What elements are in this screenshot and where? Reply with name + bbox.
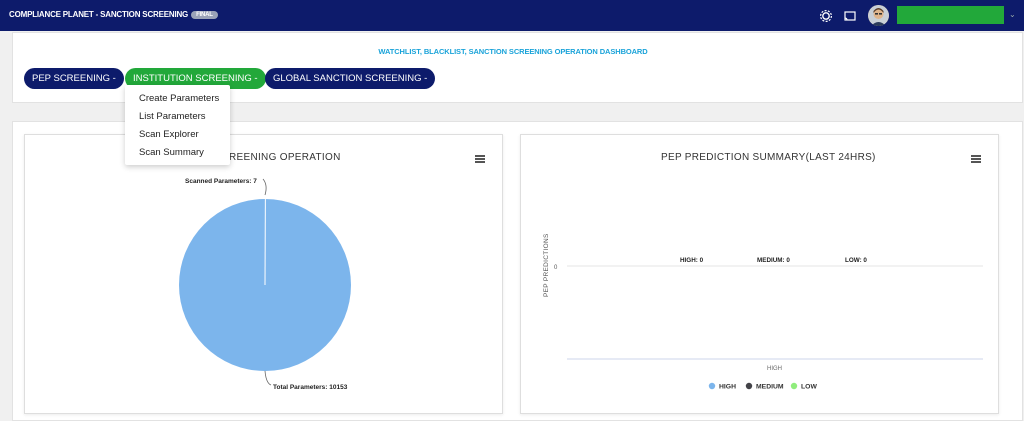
pep-prediction-card: PEP PREDICTION SUMMARY(LAST 24HRS) PEP P… [520,134,999,414]
chart-menu-icon[interactable] [475,155,485,163]
x-tick-label: HIGH [767,366,782,372]
legend-item-high[interactable]: HIGH [719,384,736,391]
data-label-scanned: Scanned Parameters: 7 [185,178,257,185]
data-label-medium: MEDIUM: 0 [757,257,790,264]
legend-marker-high [708,382,716,390]
top-navbar: COMPLIANCE PLANET - SANCTION SCREENING FI… [0,0,1024,31]
app-title-text: COMPLIANCE PLANET - SANCTION SCREENING [9,10,189,19]
cast-icon[interactable] [843,9,857,23]
bar-chart: PEP PREDICTIONS 0 HIGH: 0 MEDIUM: 0 LOW:… [543,233,983,391]
y-axis-label: PEP PREDICTIONS [543,233,550,297]
label-connector [264,370,272,386]
label-connector [262,178,267,196]
data-label-low: LOW: 0 [845,257,867,264]
tab-institution-screening[interactable]: INSTITUTION SCREENING - [125,68,266,89]
username-display[interactable] [897,6,1004,24]
menu-item-scan-explorer[interactable]: Scan Explorer [139,129,199,140]
menu-item-list-parameters[interactable]: List Parameters [139,111,206,122]
menu-item-create-parameters[interactable]: Create Parameters [139,93,220,104]
data-label-high: HIGH: 0 [680,257,704,264]
chevron-down-icon[interactable]: ⌄ [1009,10,1016,19]
data-label-total: Total Parameters: 10153 [273,384,348,391]
avatar[interactable] [868,5,889,26]
page-title: WATCHLIST, BLACKLIST, SANCTION SCREENING… [378,47,648,56]
legend-item-low[interactable]: LOW [801,384,817,391]
pie-chart: Scanned Parameters: 7 Total Parameters: … [179,178,351,391]
card-title: REENING OPERATION [229,152,341,163]
status-badge: FINAL [191,11,218,19]
menu-item-scan-summary[interactable]: Scan Summary [139,147,204,158]
tab-global-sanction-screening[interactable]: GLOBAL SANCTION SCREENING - [265,68,436,89]
gear-icon[interactable] [819,9,833,23]
y-tick-label: 0 [554,265,558,271]
legend-marker-medium [745,382,753,390]
card-title: PEP PREDICTION SUMMARY(LAST 24HRS) [661,152,876,163]
chart-menu-icon[interactable] [971,155,981,163]
screening-operation-card: REENING OPERATION Scanned Parameters: 7 … [24,134,503,414]
legend-marker-low [790,382,798,390]
app-title: COMPLIANCE PLANET - SANCTION SCREENING FI… [9,10,218,19]
institution-screening-dropdown: Create Parameters List Parameters Scan E… [125,85,230,165]
tab-pep-screening[interactable]: PEP SCREENING - [24,68,124,89]
legend-item-medium[interactable]: MEDIUM [756,384,784,391]
